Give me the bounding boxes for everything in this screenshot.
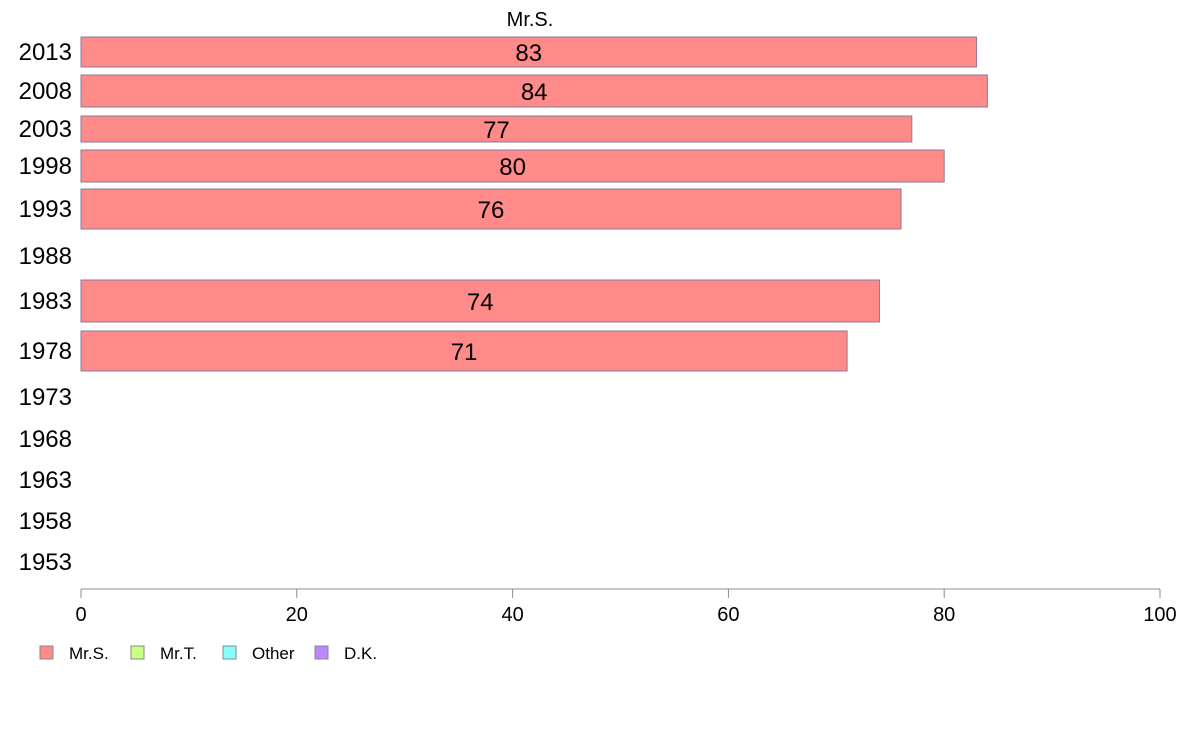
bar (80, 149, 945, 183)
bar (80, 74, 988, 108)
data-label: 83 (515, 40, 542, 67)
y-tick-label: 1973 (19, 384, 72, 411)
x-tick-label: 80 (933, 604, 955, 626)
legend-label: Other (252, 644, 295, 663)
bar (80, 115, 913, 143)
x-tick-label: 60 (717, 604, 739, 626)
bar (80, 330, 848, 372)
data-labels-group: 83 84 77 80 76 74 71 (451, 40, 548, 366)
y-tick-label: 2013 (19, 39, 72, 66)
x-tick-label: 100 (1143, 604, 1176, 626)
data-label: 84 (521, 79, 548, 106)
y-tick-label: 2008 (19, 78, 72, 105)
bar (80, 188, 902, 230)
legend-label: Mr.T. (160, 644, 197, 663)
data-label: 80 (499, 154, 526, 181)
x-tick-label: 20 (286, 604, 308, 626)
legend-swatch (130, 645, 145, 660)
y-tick-label: 1963 (19, 467, 72, 494)
series-title: Mr.S. (507, 9, 554, 31)
y-tick-label: 1968 (19, 426, 72, 453)
y-tick-label: 1953 (19, 549, 72, 576)
y-tick-label: 1958 (19, 508, 72, 535)
legend-swatch (222, 645, 237, 660)
y-tick-label: 1993 (19, 196, 72, 223)
legend: Mr.S. Mr.T. Other D.K. (39, 644, 377, 663)
data-label: 71 (451, 339, 478, 366)
bar (80, 279, 880, 323)
data-label: 74 (467, 289, 494, 316)
legend-swatch (314, 645, 329, 660)
data-label: 76 (478, 197, 505, 224)
y-tick-label: 1988 (19, 243, 72, 270)
bars-group (80, 36, 988, 372)
y-tick-label: 1983 (19, 288, 72, 315)
y-tick-label: 2003 (19, 116, 72, 143)
x-axis-ticks: 0 20 40 60 80 100 (75, 589, 1177, 626)
bar (80, 36, 978, 68)
y-axis-labels: 2013 2008 2003 1998 1993 1988 1983 1978 1973 1968… (19, 39, 72, 576)
x-tick-label: 40 (501, 604, 523, 626)
legend-label: D.K. (344, 644, 377, 663)
data-label: 77 (483, 117, 510, 144)
y-tick-label: 1978 (19, 338, 72, 365)
legend-label: Mr.S. (69, 644, 109, 663)
x-tick-label: 0 (75, 604, 86, 626)
y-tick-label: 1998 (19, 153, 72, 180)
legend-swatch (39, 645, 54, 660)
